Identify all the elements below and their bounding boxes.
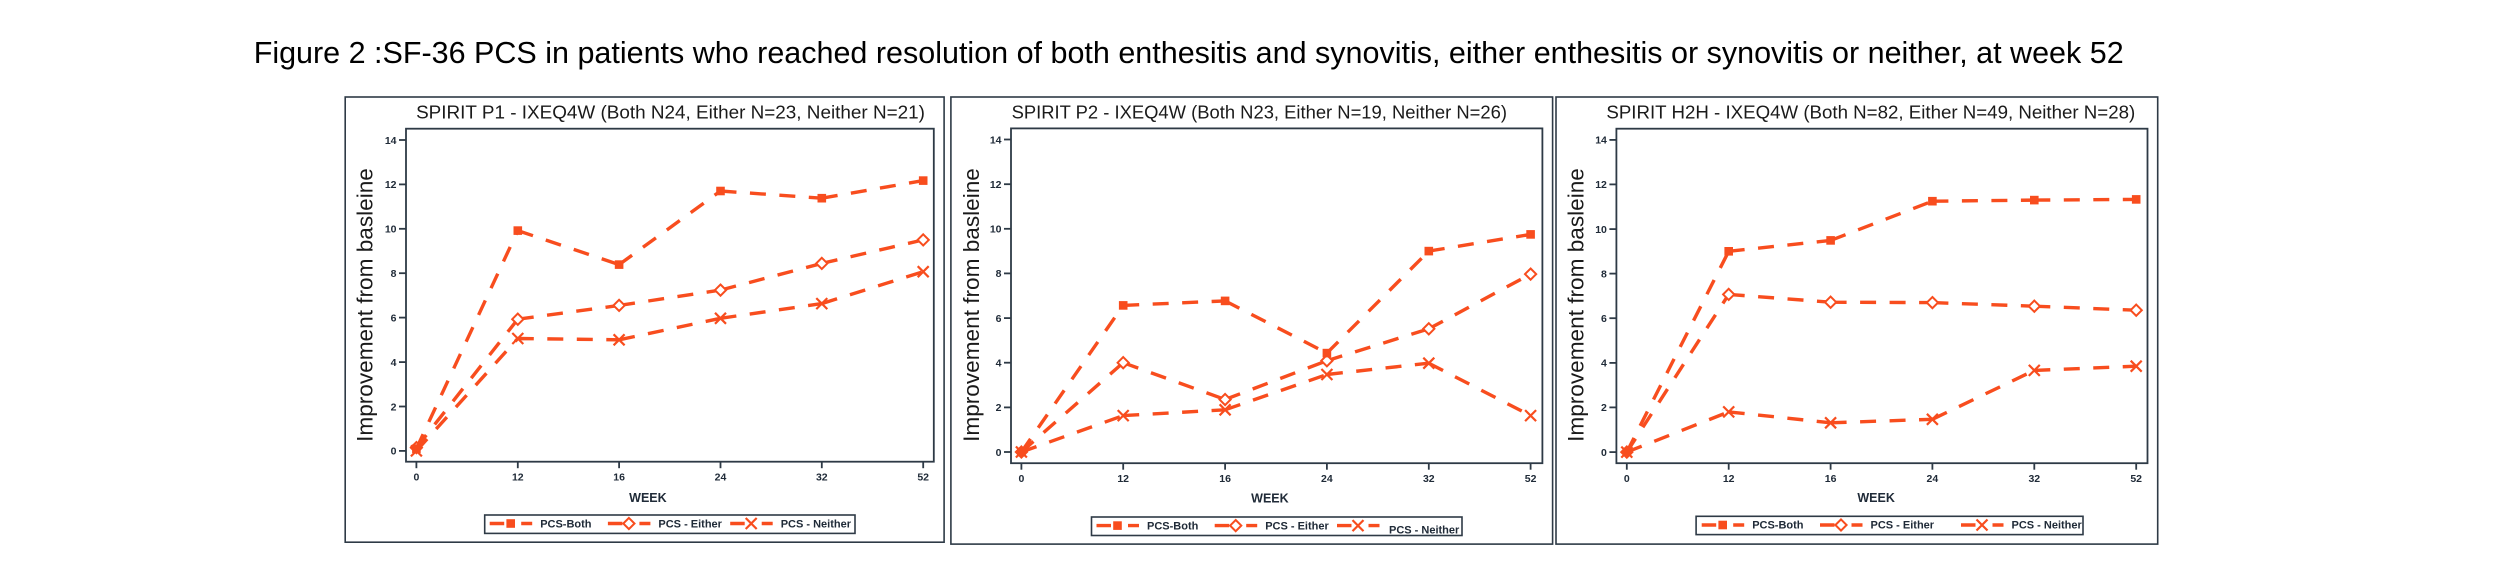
svg-text:WEEK: WEEK <box>1857 491 1895 505</box>
svg-text:Improvement from basleine: Improvement from basleine <box>1564 168 1589 442</box>
svg-text:SPIRIT H2H - IXEQ4W (Both N=82: SPIRIT H2H - IXEQ4W (Both N=82, Either N… <box>1606 101 2135 122</box>
svg-text:52: 52 <box>1525 473 1537 485</box>
svg-text:12: 12 <box>1117 473 1129 485</box>
svg-text:14: 14 <box>990 134 1002 146</box>
svg-text:10: 10 <box>385 224 397 236</box>
svg-text:PCS - Either: PCS - Either <box>1265 520 1329 532</box>
svg-text:52: 52 <box>917 472 929 484</box>
svg-text:PCS - Neither: PCS - Neither <box>1389 525 1460 537</box>
svg-text:12: 12 <box>1595 179 1607 191</box>
svg-text:32: 32 <box>816 472 828 484</box>
svg-text:14: 14 <box>1595 135 1607 147</box>
svg-text:12: 12 <box>990 179 1002 191</box>
svg-text:PCS - Either: PCS - Either <box>658 518 722 530</box>
svg-text:12: 12 <box>512 472 524 484</box>
svg-text:Improvement from basleine: Improvement from basleine <box>959 168 984 442</box>
svg-text:24: 24 <box>1927 473 1939 485</box>
svg-text:10: 10 <box>990 224 1002 236</box>
svg-text:12: 12 <box>385 179 397 191</box>
svg-text:0: 0 <box>1018 473 1024 485</box>
svg-text:6: 6 <box>1601 313 1607 325</box>
svg-text:Figure 2 :SF-36 PCS in patient: Figure 2 :SF-36 PCS in patients who reac… <box>254 36 2124 70</box>
svg-text:0: 0 <box>996 447 1002 459</box>
svg-text:SPIRIT P1 - IXEQ4W (Both N24,: SPIRIT P1 - IXEQ4W (Both N24, Either N=2… <box>416 102 925 123</box>
svg-text:PCS - Neither: PCS - Neither <box>781 518 852 530</box>
svg-text:0: 0 <box>1624 473 1630 485</box>
svg-text:6: 6 <box>996 313 1002 325</box>
svg-text:4: 4 <box>1601 358 1607 370</box>
svg-text:PCS-Both: PCS-Both <box>1147 520 1199 532</box>
svg-text:10: 10 <box>1595 224 1607 236</box>
svg-text:WEEK: WEEK <box>1251 492 1289 506</box>
svg-text:4: 4 <box>996 358 1002 370</box>
svg-text:8: 8 <box>996 268 1002 280</box>
svg-text:2: 2 <box>1601 402 1607 414</box>
svg-text:14: 14 <box>385 135 397 147</box>
svg-text:Improvement from basleine: Improvement from basleine <box>353 168 378 442</box>
svg-text:16: 16 <box>1219 473 1231 485</box>
svg-text:8: 8 <box>391 268 397 280</box>
svg-text:16: 16 <box>613 472 625 484</box>
svg-text:PCS - Either: PCS - Either <box>1871 520 1935 532</box>
svg-text:32: 32 <box>1423 473 1435 485</box>
svg-text:12: 12 <box>1723 473 1735 485</box>
svg-text:0: 0 <box>391 446 397 458</box>
svg-text:6: 6 <box>391 312 397 324</box>
svg-text:WEEK: WEEK <box>629 491 667 505</box>
svg-text:SPIRIT P2 - IXEQ4W (Both N23,: SPIRIT P2 - IXEQ4W (Both N23, Either N=1… <box>1012 101 1507 122</box>
svg-text:4: 4 <box>391 357 397 369</box>
svg-text:16: 16 <box>1825 473 1837 485</box>
svg-text:52: 52 <box>2130 473 2142 485</box>
svg-text:0: 0 <box>413 472 419 484</box>
svg-text:PCS-Both: PCS-Both <box>1752 520 1804 532</box>
svg-text:2: 2 <box>391 401 397 413</box>
svg-text:0: 0 <box>1601 447 1607 459</box>
svg-text:8: 8 <box>1601 268 1607 280</box>
svg-text:24: 24 <box>1321 473 1333 485</box>
svg-text:PCS-Both: PCS-Both <box>540 518 592 530</box>
svg-text:24: 24 <box>715 472 727 484</box>
svg-text:32: 32 <box>2028 473 2040 485</box>
svg-text:2: 2 <box>996 402 1002 414</box>
svg-text:PCS - Neither: PCS - Neither <box>2012 520 2083 532</box>
